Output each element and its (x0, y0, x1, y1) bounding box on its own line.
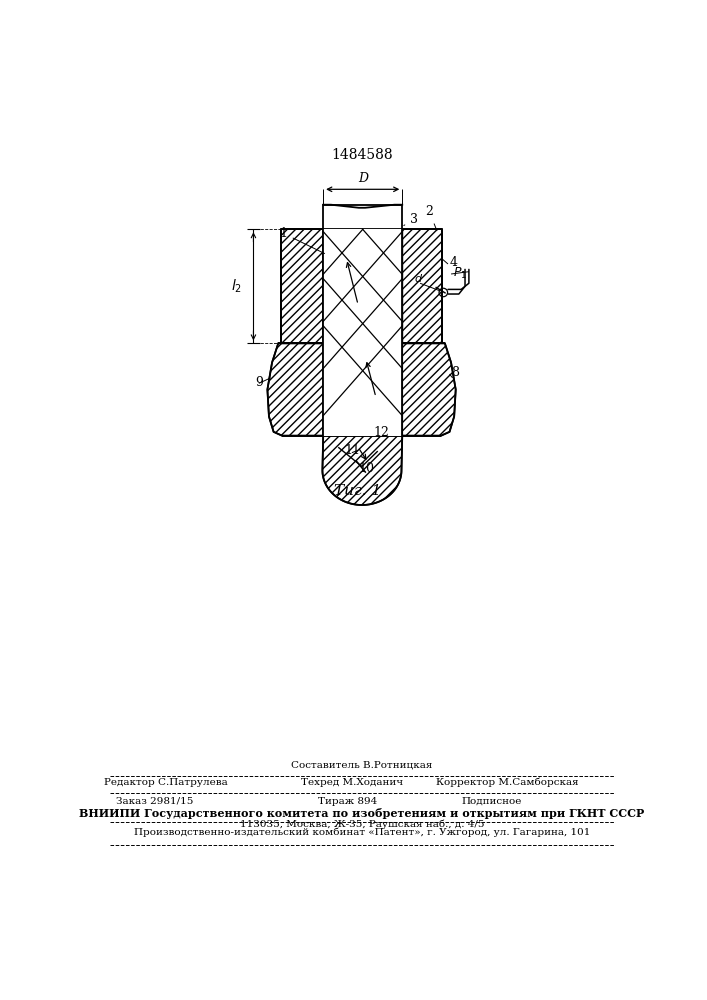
Text: 1484588: 1484588 (331, 148, 393, 162)
Text: 12: 12 (373, 426, 390, 439)
Text: 4: 4 (450, 256, 457, 269)
Text: 11: 11 (344, 444, 360, 457)
Text: Техред М.Ходанич: Техред М.Ходанич (300, 778, 403, 787)
Text: $l_2$: $l_2$ (230, 278, 242, 295)
Polygon shape (322, 436, 402, 505)
Text: 9: 9 (255, 376, 263, 389)
Text: $P_1$: $P_1$ (452, 266, 467, 281)
Text: 10: 10 (358, 462, 374, 475)
Text: ВНИИПИ Государственного комитета по изобретениям и открытиям при ГКНТ СССР: ВНИИПИ Государственного комитета по изоб… (79, 808, 645, 819)
Text: Подписное: Подписное (461, 797, 522, 806)
Text: $d$: $d$ (414, 272, 423, 284)
Polygon shape (281, 229, 323, 343)
Polygon shape (402, 343, 456, 436)
Text: Τиг. 1: Τиг. 1 (334, 484, 382, 498)
Polygon shape (323, 229, 402, 436)
Text: Корректор М.Самборская: Корректор М.Самборская (436, 777, 578, 787)
Polygon shape (323, 205, 402, 229)
Text: Производственно-издательский комбинат «Патент», г. Ужгород, ул. Гагарина, 101: Производственно-издательский комбинат «П… (134, 828, 590, 837)
Text: 2: 2 (426, 205, 437, 231)
Text: Редактор С.Патрулева: Редактор С.Патрулева (104, 778, 228, 787)
Polygon shape (267, 343, 323, 436)
Text: 1: 1 (280, 227, 325, 254)
Polygon shape (402, 229, 442, 343)
Text: Заказ 2981/15: Заказ 2981/15 (115, 797, 193, 806)
Text: 3: 3 (404, 213, 418, 226)
Text: Тираж 894: Тираж 894 (318, 797, 378, 806)
Text: 8: 8 (451, 366, 459, 379)
Text: 113035, Москва, Ж-35, Раушская наб., д. 4/5: 113035, Москва, Ж-35, Раушская наб., д. … (240, 819, 484, 829)
Text: D: D (358, 172, 368, 185)
Text: Составитель В.Ротницкая: Составитель В.Ротницкая (291, 761, 433, 770)
